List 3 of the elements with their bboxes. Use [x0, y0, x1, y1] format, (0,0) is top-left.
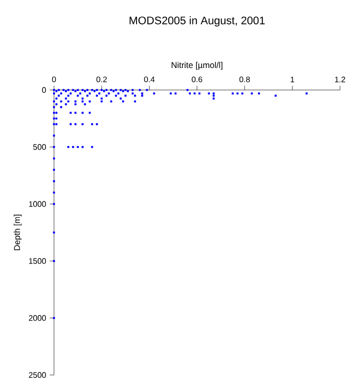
y-axis-title: Depth [m] [14, 214, 22, 250]
x-axis-title: Nitrite [µmol/l] [172, 62, 222, 70]
chart-title: MODS2005 in August, 2001 [130, 16, 265, 26]
